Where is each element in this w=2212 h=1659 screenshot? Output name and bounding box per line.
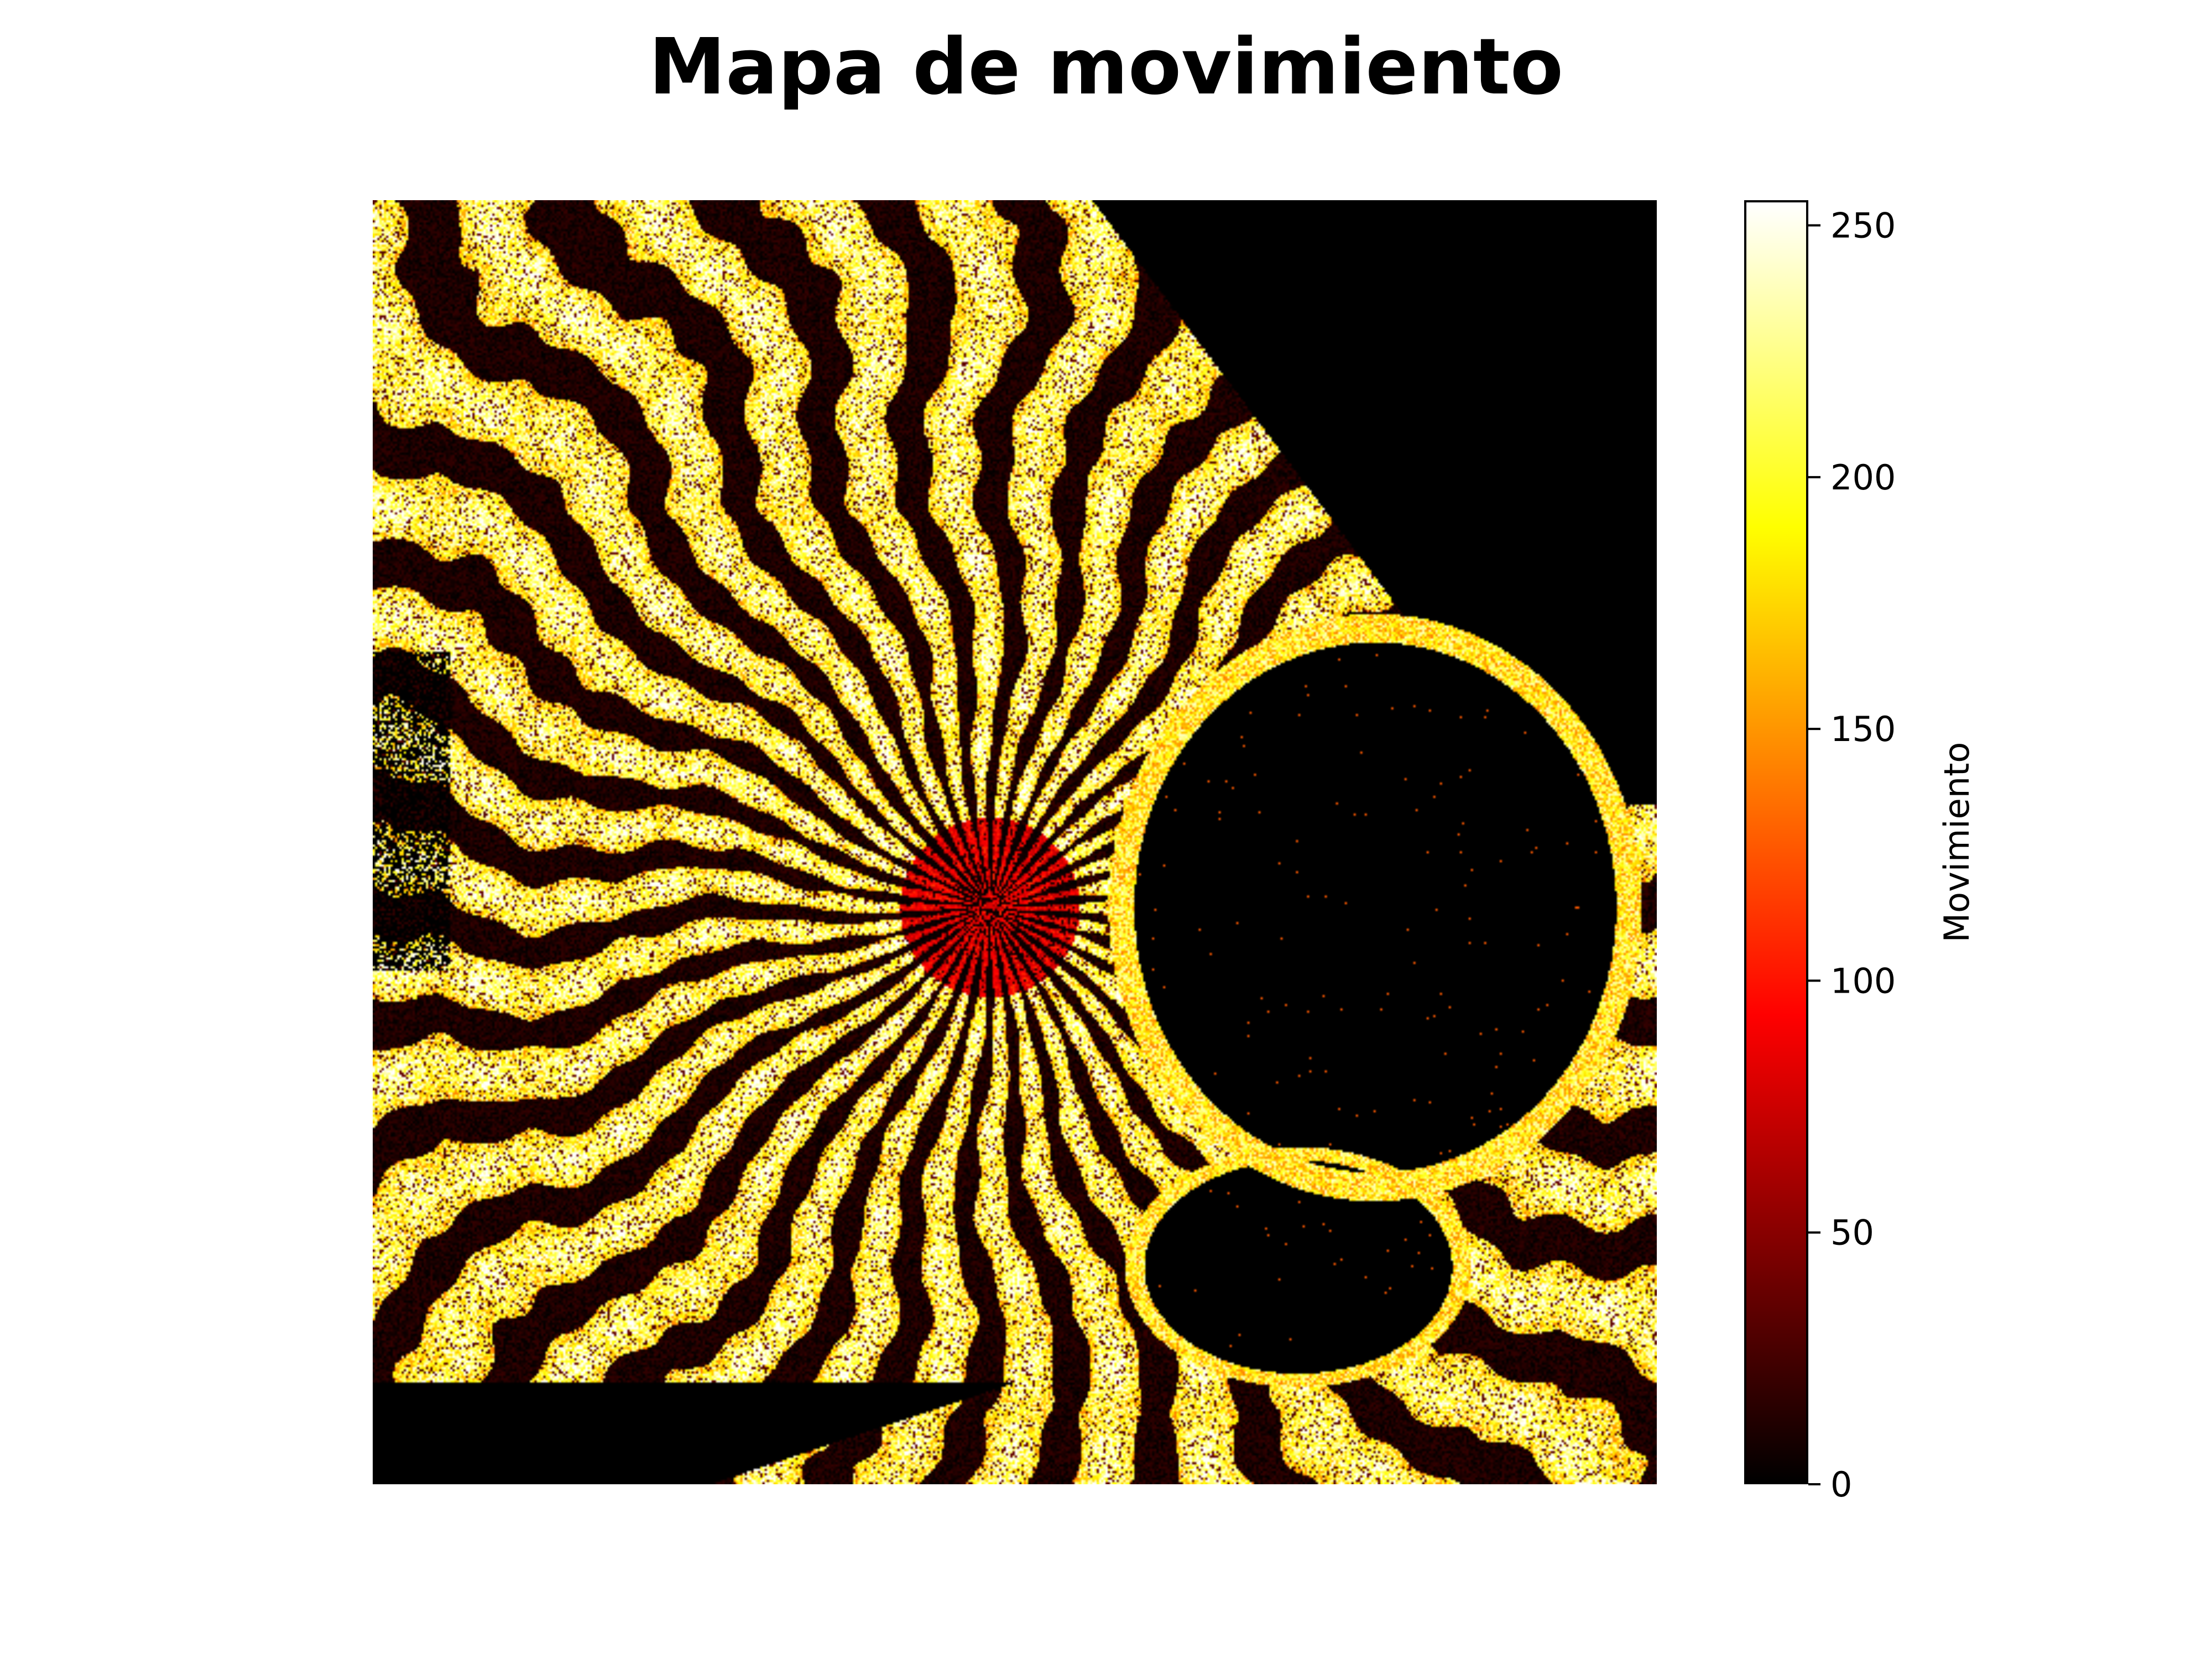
colorbar-tick-label: 50 bbox=[1830, 1213, 1874, 1253]
colorbar-tick-label: 200 bbox=[1830, 457, 1896, 498]
colorbar-tick-label: 100 bbox=[1830, 961, 1896, 1001]
heatmap-canvas bbox=[373, 200, 1657, 1484]
colorbar-tick-label: 0 bbox=[1830, 1464, 1852, 1505]
chart-title: Mapa de movimiento bbox=[648, 22, 1564, 112]
colorbar-gradient bbox=[1746, 202, 1806, 1482]
colorbar-tick-label: 250 bbox=[1830, 206, 1896, 246]
heatmap-image bbox=[373, 200, 1657, 1484]
colorbar-tick-label: 150 bbox=[1830, 709, 1896, 749]
colorbar-label: Movimiento bbox=[1937, 742, 1977, 943]
colorbar bbox=[1744, 200, 1808, 1484]
